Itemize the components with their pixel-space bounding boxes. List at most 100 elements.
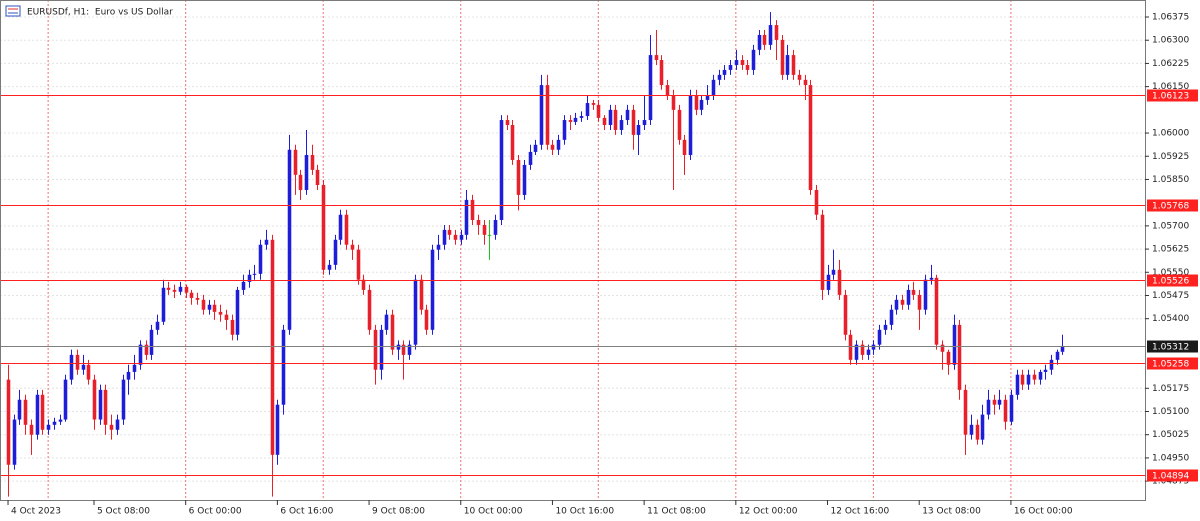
candle-body xyxy=(201,299,206,310)
candle-body xyxy=(785,55,790,75)
candle-body xyxy=(321,185,326,270)
candle-body xyxy=(252,273,257,275)
candle-body xyxy=(218,311,223,315)
candle-body xyxy=(585,103,590,117)
candle-body xyxy=(166,287,171,290)
candle-body xyxy=(293,149,298,175)
candle-body xyxy=(969,424,974,435)
candle-body xyxy=(1020,374,1025,385)
candle-body xyxy=(92,379,97,420)
y-tick-label: 1.05625 xyxy=(1152,245,1189,255)
price-level-box xyxy=(1147,89,1198,102)
candle-body xyxy=(149,329,154,355)
candle-body xyxy=(671,94,676,110)
candle-body xyxy=(453,234,458,240)
candle-body xyxy=(373,329,378,370)
chart-title: EURUSDf, H1: Euro vs US Dollar xyxy=(27,8,173,18)
candle-body xyxy=(803,79,808,86)
candle-body xyxy=(12,419,17,465)
candle-body xyxy=(619,120,624,130)
candle-body xyxy=(636,125,641,135)
candle-body xyxy=(132,364,137,372)
candle-body xyxy=(608,109,613,125)
candle-body xyxy=(407,344,412,355)
candle-body xyxy=(934,277,939,345)
candle-body xyxy=(877,329,882,345)
candle-body xyxy=(831,269,836,275)
price-level-label: 1.05526 xyxy=(1152,277,1189,287)
price-level-label: 1.05768 xyxy=(1152,202,1189,212)
candle-body xyxy=(843,294,848,335)
candle-body xyxy=(780,39,785,75)
candle-body xyxy=(975,424,980,440)
candle-body xyxy=(579,116,584,118)
candle-body xyxy=(327,264,332,270)
candle-body xyxy=(384,314,389,330)
candle-body xyxy=(699,99,704,110)
candle-body xyxy=(734,60,739,65)
candle-body xyxy=(275,404,280,455)
candle-body xyxy=(98,389,103,420)
candle-body xyxy=(980,414,985,440)
candle-body xyxy=(424,309,429,330)
candle-body xyxy=(642,120,647,125)
price-level-label: 1.06123 xyxy=(1152,92,1189,102)
candle-body xyxy=(986,399,991,415)
candle-body xyxy=(768,25,773,45)
candle-body xyxy=(361,279,366,290)
candle-body xyxy=(648,55,653,121)
candle-body xyxy=(1055,351,1060,360)
candle-body xyxy=(871,344,876,350)
candle-body xyxy=(207,304,212,310)
symbol-icon xyxy=(5,5,21,17)
candle-body xyxy=(447,229,452,235)
candle-body xyxy=(631,109,636,135)
price-level-box xyxy=(1147,340,1198,353)
candle-body xyxy=(791,55,796,75)
candle-body xyxy=(808,85,813,190)
candle-body xyxy=(694,94,699,110)
price-level-label: 1.05258 xyxy=(1152,360,1189,370)
candle-body xyxy=(677,109,682,140)
candle-body xyxy=(1009,394,1014,422)
candle-body xyxy=(751,49,756,70)
candle-body xyxy=(992,399,997,405)
candle-body xyxy=(333,239,338,265)
candle-body xyxy=(556,139,561,150)
candle-body xyxy=(929,277,934,280)
candle-body xyxy=(436,244,441,250)
x-tick-label: 5 Oct 08:00 xyxy=(97,507,150,517)
price-level-label: 1.05312 xyxy=(1152,343,1189,353)
candle-body xyxy=(281,329,286,405)
candle-body xyxy=(596,104,601,118)
candle-body xyxy=(86,364,91,380)
candle-body xyxy=(58,419,63,422)
y-tick-label: 1.05700 xyxy=(1152,221,1189,231)
candle-body xyxy=(550,144,555,150)
candle-body xyxy=(178,286,183,292)
candle-body xyxy=(390,314,395,350)
candle-body xyxy=(705,94,710,100)
candle-body xyxy=(900,299,905,305)
candle-body xyxy=(505,120,510,125)
candle-body xyxy=(946,351,951,365)
candle-body xyxy=(29,424,34,435)
candle-body xyxy=(46,424,51,430)
candle-body xyxy=(35,394,40,435)
y-tick-label: 1.05475 xyxy=(1152,291,1189,301)
y-tick-label: 1.06000 xyxy=(1152,129,1189,139)
candle-body xyxy=(155,321,160,330)
candle-body xyxy=(1049,359,1054,370)
price-level-box xyxy=(1147,199,1198,212)
candle-body xyxy=(602,117,607,125)
candle-body xyxy=(487,234,492,236)
candle-body xyxy=(315,169,320,186)
candle-body xyxy=(774,25,779,40)
y-tick-label: 1.05400 xyxy=(1152,314,1189,324)
candle-body xyxy=(957,324,962,390)
candle-body xyxy=(573,117,578,122)
candle-body xyxy=(121,379,126,420)
x-tick-label: 10 Oct 16:00 xyxy=(555,507,614,517)
candle-body xyxy=(161,287,166,322)
